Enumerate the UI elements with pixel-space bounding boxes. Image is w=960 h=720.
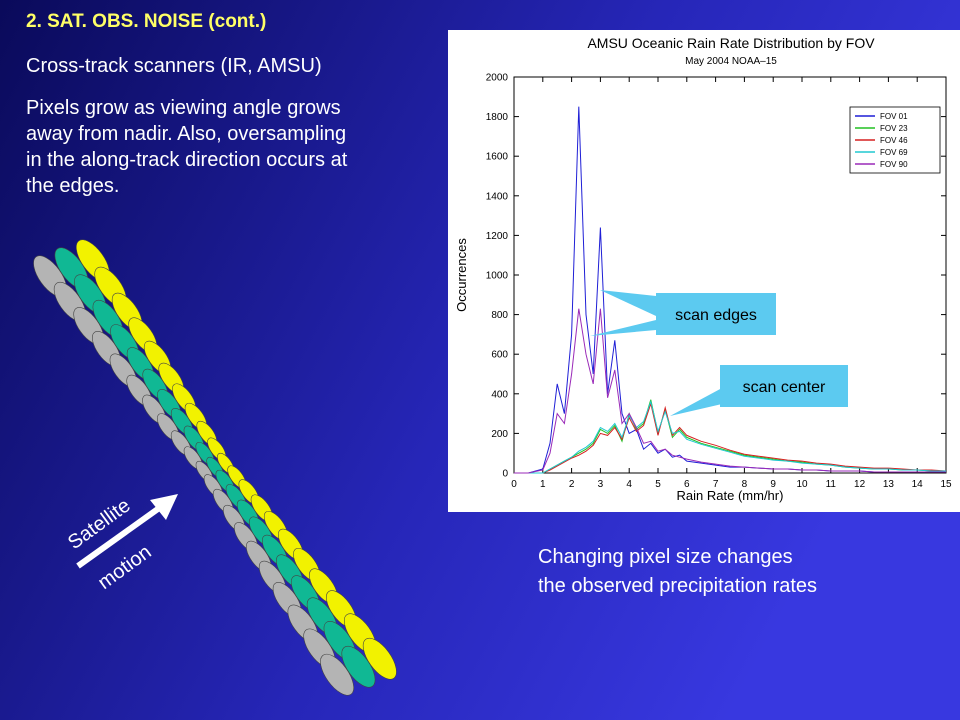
x-tick-label: 8 [742,479,748,490]
callout-box [656,293,776,335]
paragraph-line: away from nadir. Also, oversampling [26,123,346,145]
x-tick-label: 5 [655,479,661,490]
y-tick-label: 1600 [486,152,509,163]
y-tick-label: 1200 [486,231,509,242]
annotation: scan center [743,379,826,396]
legend-label: FOV 46 [880,136,908,145]
x-tick-label: 3 [598,479,604,490]
callout-box [720,365,848,407]
motion-arrow [76,503,164,569]
x-tick-label: 6 [684,479,690,490]
y-tick-label: 1800 [486,112,509,123]
x-tick-label: 1 [540,479,546,490]
pixel [362,637,397,680]
x-tick-label: 10 [796,479,808,490]
subheading: Cross-track scanners (IR, AMSU) [26,55,322,77]
y-tick-label: 0 [502,469,508,480]
paragraph-line: Pixels grow as viewing angle grows [26,97,341,119]
series-line [514,399,946,474]
callout-pointer [600,290,656,316]
y-tick-label: 1000 [486,271,509,282]
x-tick-label: 9 [770,479,776,490]
callout-pointer [590,320,656,336]
pixel [341,645,376,688]
x-tick-label: 0 [511,479,517,490]
x-tick-label: 7 [713,479,719,490]
paragraph-line: the edges. [26,175,119,197]
y-tick-label: 400 [491,389,508,400]
heading: 2. SAT. OBS. NOISE (cont.) [26,11,266,32]
x-tick-label: 12 [854,479,866,490]
y-axis-label: Occurrences [454,238,469,312]
legend-label: FOV 90 [880,160,908,169]
x-tick-label: 14 [912,479,924,490]
y-tick-label: 1400 [486,191,509,202]
legend-label: FOV 01 [880,112,908,121]
pixel-strip [33,239,397,696]
x-axis-label: Rain Rate (mm/hr) [677,488,784,503]
legend-label: FOV 23 [880,124,908,133]
x-tick-label: 4 [626,479,632,490]
pixel [320,653,355,696]
chart-title: AMSU Oceanic Rain Rate Distribution by F… [587,35,875,51]
series-line [514,308,946,474]
y-tick-label: 800 [491,310,508,321]
chart-subtitle: May 2004 NOAA–15 [685,56,777,67]
legend-label: FOV 69 [880,148,908,157]
chart-panel [448,30,960,512]
y-tick-label: 600 [491,350,508,361]
x-tick-label: 15 [940,479,952,490]
x-tick-label: 13 [883,479,895,490]
annotation: scan edges [675,307,757,324]
series-line [514,401,947,474]
paragraph-line: in the along-track direction occurs at [26,149,348,171]
caption-line: the observed precipitation rates [538,575,817,597]
x-tick-label: 2 [569,479,575,490]
y-tick-label: 200 [491,429,508,440]
y-tick-label: 2000 [486,73,509,84]
callout-pointer [670,388,722,416]
motion-arrowhead [150,494,178,520]
x-tick-label: 11 [826,479,837,490]
caption-line: Changing pixel size changes [538,546,793,568]
